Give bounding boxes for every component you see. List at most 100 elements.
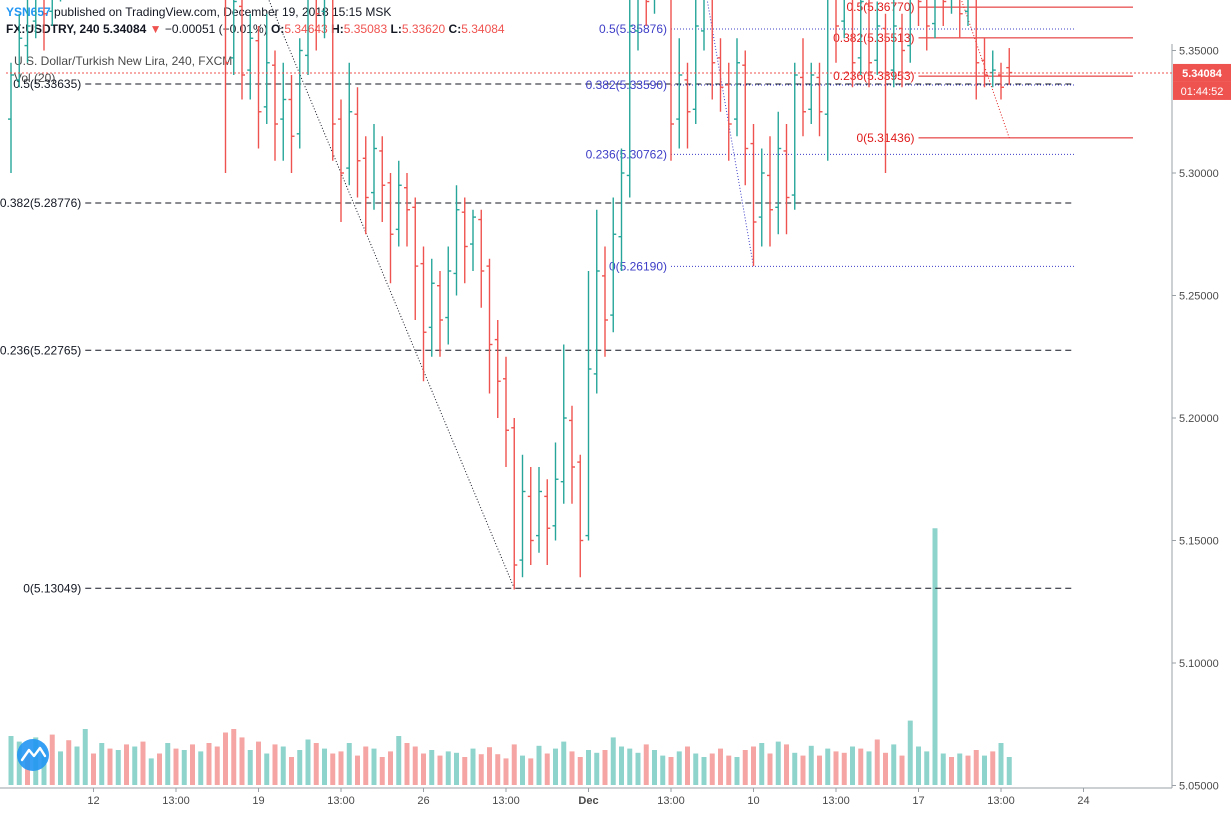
price-bar [263,13,270,124]
volume-bar [652,750,657,785]
price-bar [511,418,518,590]
price-bar [653,0,656,14]
volume-bar [586,750,591,785]
price-bar [899,13,905,88]
volume-bar [701,757,707,785]
fib-level-label: 0.5(5.36770) [846,0,914,14]
volume-bar [833,751,839,785]
price-bar [16,13,23,88]
volume-bar [784,744,789,785]
volume-bar [850,746,855,785]
fib-level-label: 0.382(5.33590) [586,78,667,92]
price-bar [379,136,386,222]
volume-bar [214,746,220,785]
y-tick-label: 5.35000 [1179,46,1219,58]
volume-bar [437,755,443,785]
open-label: O: [271,22,285,36]
price-bar [725,62,732,161]
series-title: U.S. Dollar/Turkish New Lira, 240, FXCM [14,54,233,68]
volume-bar [264,753,270,785]
price-bar [602,246,608,357]
volume-bar [256,741,261,785]
price-bar [874,1,881,75]
volume-bar [825,748,831,785]
volume-bar [305,739,311,785]
countdown-tag [1173,81,1231,100]
price-bar [965,0,969,26]
volume-bar [965,755,971,785]
close-label: C: [448,22,462,36]
price-bar [635,0,639,51]
volume-bar [759,743,765,785]
volume-bar [223,732,228,785]
price-bar [321,0,326,39]
volume-bar [330,753,336,785]
price-bar [711,0,716,100]
volume-bar [148,758,154,785]
price-bar [494,320,501,418]
volume-bar [198,751,204,785]
current-price-label: 5.34084 [1182,68,1223,80]
price-bar [346,62,353,186]
price-bar [280,62,287,161]
volume-bar [289,757,294,785]
volume-bar [520,755,525,785]
volume-bar [66,740,72,785]
price-bar [519,454,526,578]
volume-bar [165,743,171,785]
price-bar [536,467,542,553]
volume-bar [388,751,393,785]
price-bar [742,50,749,186]
volume-bar [297,750,303,785]
price-bar [857,0,864,75]
price-bar [816,62,823,137]
price-bar [610,197,617,333]
volume-bar [454,752,459,785]
price-bar [560,344,567,504]
price-bar [717,38,724,112]
volume-bar [973,750,979,785]
volume-bar [660,755,666,785]
price-bar [866,0,872,88]
y-tick-label: 5.20000 [1179,413,1219,425]
volume-bar [858,748,864,785]
price-bar [552,442,559,541]
price-bar [975,0,980,100]
volume-bar [668,757,674,785]
author-name[interactable]: YSN657 [6,5,51,19]
price-bar [1006,48,1013,85]
volume-bar [709,753,715,785]
volume-bar [693,753,699,785]
price-bar [272,50,278,161]
price-bar [950,0,953,14]
volume-bar [445,751,451,785]
price-bar [645,0,650,26]
tradingview-logo-mark [20,746,47,762]
volume-bar [503,758,509,785]
price-bar [503,356,509,467]
volume-bar [280,746,286,785]
fib-level-label: 0.236(5.30762) [586,147,667,161]
volume-bar [181,750,187,785]
fib-retracement-black: 1(5.54220)0.786(5.45409)0.618(5.38493)0.… [0,0,1076,595]
volume-bar [173,748,179,785]
price-bar [305,0,309,75]
price-bar [315,0,320,51]
x-tick-label: 24 [1077,795,1089,807]
volume-bar [313,743,319,785]
volume-spike-bar [932,528,938,785]
close-value: 5.34084 [461,22,505,36]
volume-bar [594,752,600,785]
volume-bar [817,755,822,785]
volume-bar [998,743,1004,785]
volume-bar [610,737,616,785]
price-bar [288,75,295,173]
price-bar [942,0,947,26]
volume-bar [99,743,105,785]
volume-bar [792,752,798,785]
price-bar [981,38,988,88]
volume-bar [883,752,888,785]
x-tick-label: Dec [578,795,598,807]
volume-bar [346,743,352,785]
